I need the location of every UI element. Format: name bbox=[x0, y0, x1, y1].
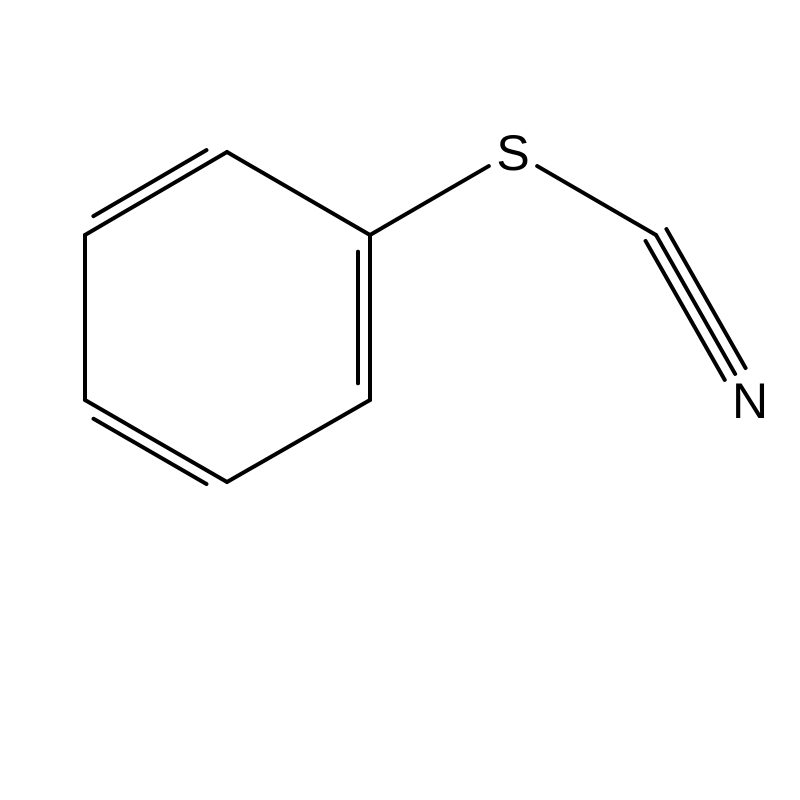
atom-label-n: N bbox=[732, 373, 768, 429]
bonds-layer bbox=[85, 150, 746, 484]
molecule-diagram: SN bbox=[0, 0, 800, 800]
atoms-layer: SN bbox=[496, 125, 768, 429]
atom-label-s: S bbox=[496, 125, 529, 181]
